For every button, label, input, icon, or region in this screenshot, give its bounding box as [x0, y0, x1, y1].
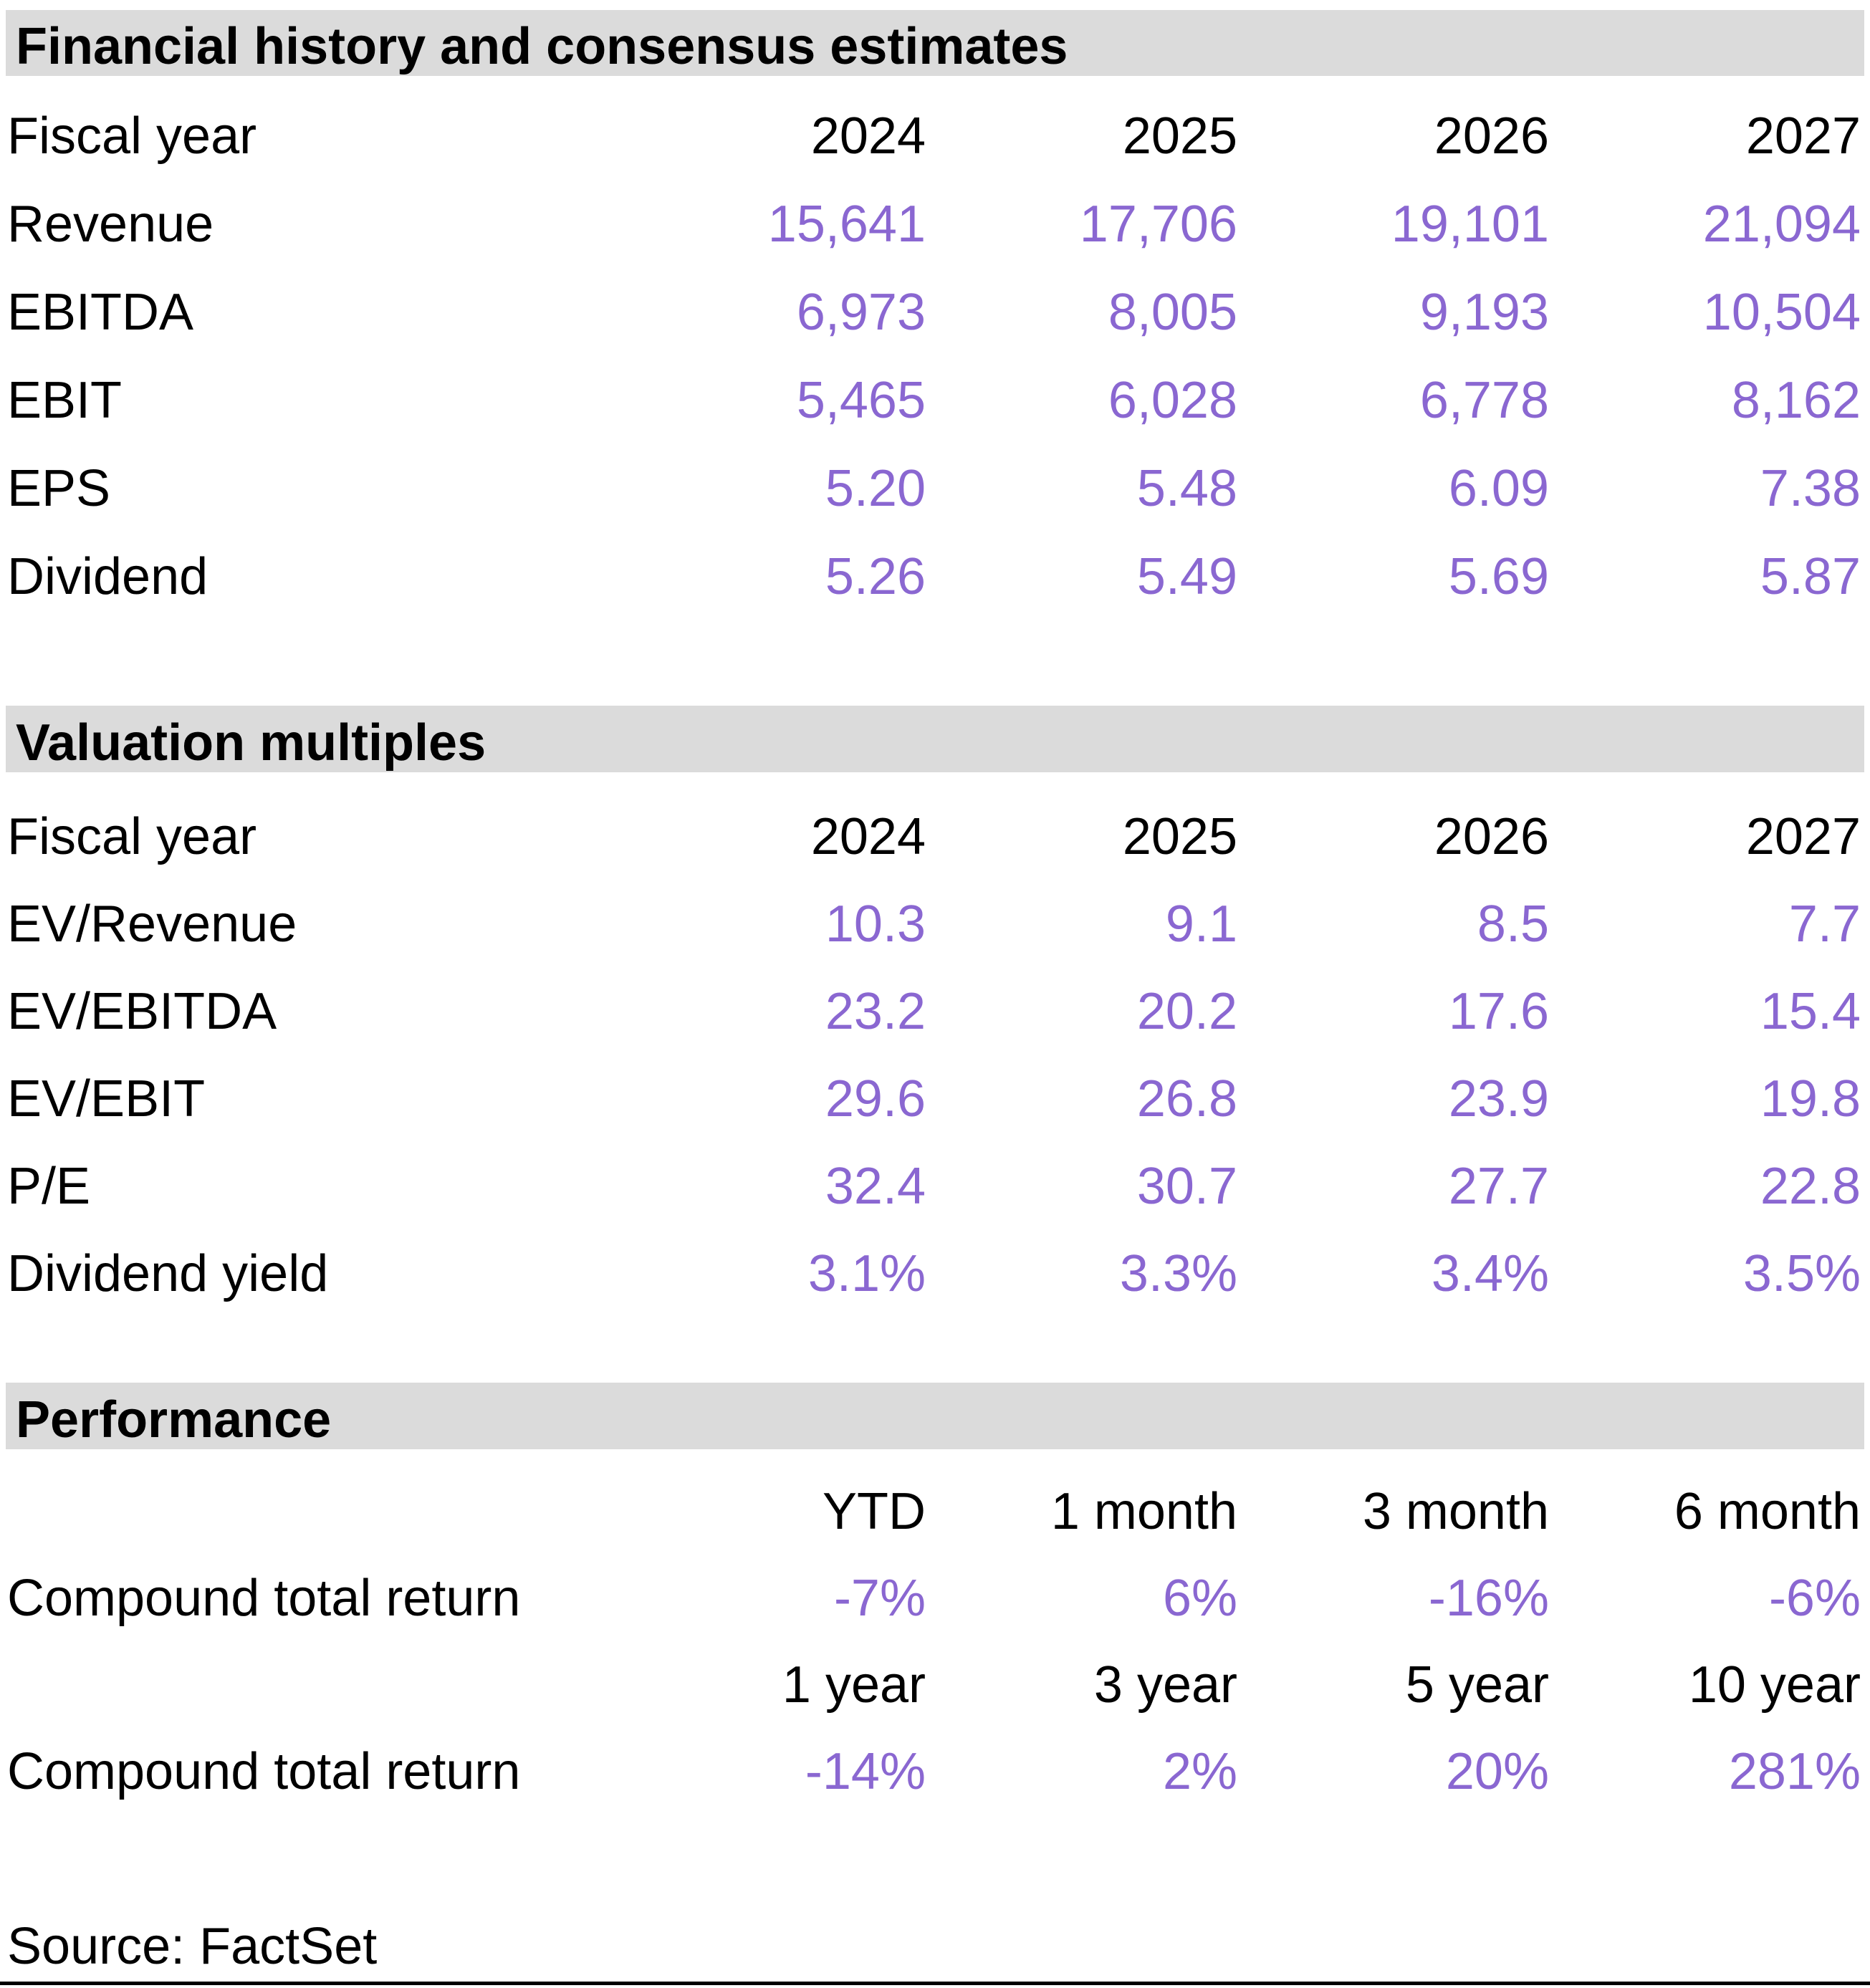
row-label: EV/EBITDA [7, 983, 277, 1040]
section-title: Financial history and consensus estimate… [16, 18, 1068, 75]
row-label: Dividend yield [7, 1245, 329, 1302]
row-label: Compound total return [7, 1742, 521, 1800]
cell-value: 21,094 [1702, 195, 1861, 253]
cell-value: 8,005 [1108, 283, 1237, 341]
cell-value: 3.3% [1119, 1245, 1237, 1302]
cell-value: 9,193 [1419, 283, 1549, 341]
row-label: Compound total return [7, 1569, 521, 1627]
cell-value: 22.8 [1760, 1158, 1861, 1215]
row-label: EV/Revenue [7, 895, 297, 953]
row-label: EPS [7, 459, 111, 517]
cell-value: 5.48 [1136, 459, 1237, 517]
cell-value: 15,641 [767, 195, 926, 253]
year-column-header: 2027 [1745, 808, 1861, 865]
financial-history-table: Fiscal year 2024 2025 2026 2027 Revenue … [7, 92, 1861, 620]
period-column-header: 3 month [1362, 1482, 1549, 1540]
period-column-header: 3 year [1093, 1656, 1237, 1714]
cell-value: 23.2 [825, 983, 926, 1040]
cell-value: 17.6 [1448, 983, 1549, 1040]
cell-value: -14% [805, 1742, 926, 1800]
cell-value: 10,504 [1702, 283, 1861, 341]
year-column-header: 2024 [810, 808, 926, 865]
year-column-header: 2024 [810, 107, 926, 165]
row-label: Revenue [7, 195, 214, 253]
row-label: Dividend [7, 547, 208, 605]
cell-value: 6.09 [1448, 459, 1549, 517]
cell-value: 32.4 [825, 1158, 926, 1215]
cell-value: 27.7 [1448, 1158, 1549, 1215]
bottom-divider [0, 1982, 1870, 1985]
cell-value: 3.4% [1431, 1245, 1549, 1302]
cell-value: 8.5 [1477, 895, 1549, 953]
cell-value: 9.1 [1165, 895, 1237, 953]
fiscal-year-label: Fiscal year [7, 808, 257, 865]
cell-value: 29.6 [825, 1070, 926, 1128]
section-header-valuation-multiples: Valuation multiples [6, 706, 1864, 772]
cell-value: 5.69 [1448, 547, 1549, 605]
cell-value: 23.9 [1448, 1070, 1549, 1128]
year-column-header: 2025 [1122, 107, 1237, 165]
section-header-financial-history: Financial history and consensus estimate… [6, 10, 1864, 76]
cell-value: 10.3 [825, 895, 926, 953]
period-column-header: 6 month [1674, 1482, 1861, 1540]
cell-value: -7% [833, 1569, 926, 1627]
cell-value: 15.4 [1760, 983, 1861, 1040]
section-title: Valuation multiples [16, 714, 486, 772]
source-note: Source: FactSet [7, 1918, 378, 1975]
section-title: Performance [16, 1391, 332, 1449]
period-column-header: 5 year [1405, 1656, 1549, 1714]
row-label: EBITDA [7, 283, 194, 341]
cell-value: 7.7 [1788, 895, 1861, 953]
cell-value: 5.87 [1760, 547, 1861, 605]
cell-value: 2% [1162, 1742, 1237, 1800]
cell-value: 19.8 [1760, 1070, 1861, 1128]
cell-value: 8,162 [1731, 371, 1861, 429]
cell-value: 3.5% [1742, 1245, 1861, 1302]
cell-value: 26.8 [1136, 1070, 1237, 1128]
cell-value: 5.49 [1136, 547, 1237, 605]
row-label: P/E [7, 1158, 91, 1215]
cell-value: -16% [1428, 1569, 1549, 1627]
cell-value: 20% [1445, 1742, 1549, 1800]
cell-value: 5,465 [796, 371, 926, 429]
cell-value: 281% [1728, 1742, 1861, 1800]
cell-value: -6% [1768, 1569, 1861, 1627]
cell-value: 5.26 [825, 547, 926, 605]
cell-value: 3.1% [807, 1245, 926, 1302]
cell-value: 20.2 [1136, 983, 1237, 1040]
cell-value: 6,973 [796, 283, 926, 341]
period-column-header: 10 year [1688, 1656, 1861, 1714]
section-header-performance: Performance [6, 1383, 1864, 1449]
row-label-empty [7, 1641, 614, 1728]
period-column-header: YTD [823, 1482, 926, 1540]
year-column-header: 2026 [1434, 107, 1549, 165]
valuation-multiples-table: Fiscal year 2024 2025 2026 2027 EV/Reven… [7, 793, 1861, 1317]
cell-value: 6,028 [1108, 371, 1237, 429]
cell-value: 19,101 [1391, 195, 1549, 253]
fiscal-year-label: Fiscal year [7, 107, 257, 165]
performance-table: YTD 1 month 3 month 6 month Compound tot… [7, 1468, 1861, 1815]
row-label-empty [7, 1468, 614, 1555]
cell-value: 6,778 [1419, 371, 1549, 429]
year-column-header: 2026 [1434, 808, 1549, 865]
row-label: EBIT [7, 371, 123, 429]
cell-value: 17,706 [1079, 195, 1237, 253]
cell-value: 30.7 [1136, 1158, 1237, 1215]
row-label: EV/EBIT [7, 1070, 206, 1128]
cell-value: 6% [1162, 1569, 1237, 1627]
period-column-header: 1 year [782, 1656, 926, 1714]
cell-value: 7.38 [1760, 459, 1861, 517]
period-column-header: 1 month [1050, 1482, 1237, 1540]
cell-value: 5.20 [825, 459, 926, 517]
year-column-header: 2025 [1122, 808, 1237, 865]
year-column-header: 2027 [1745, 107, 1861, 165]
